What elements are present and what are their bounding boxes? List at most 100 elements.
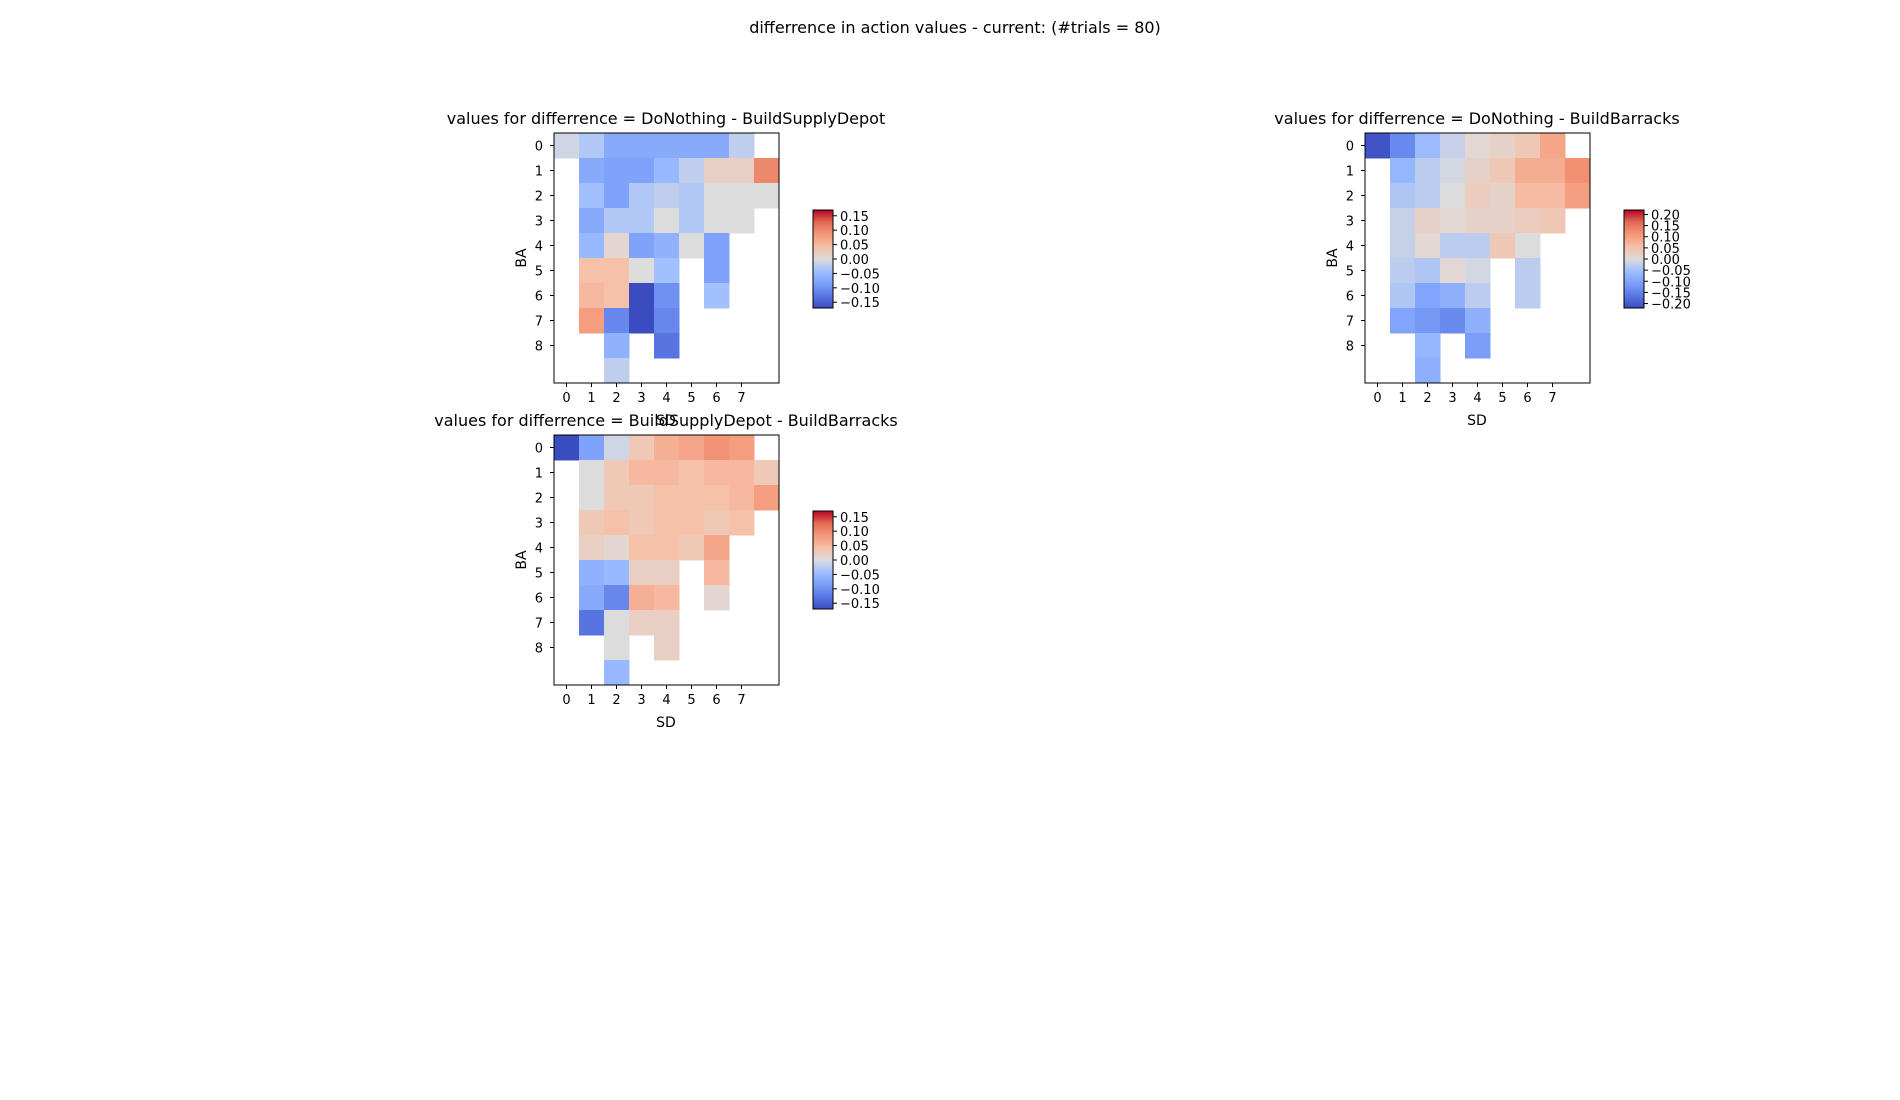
colorbar-tick-label: 0.05 [840,540,869,555]
heatmap-cell [629,133,655,159]
x-axis-label: SD [656,413,676,429]
colorbar-tick-label: −0.05 [1651,264,1691,279]
colorbar-tick-label: 0.15 [1651,220,1680,235]
y-tick-label: 6 [535,290,543,305]
heatmap-cell [704,585,730,611]
heatmap-cell [1415,233,1441,259]
heatmap-cell [1565,158,1591,184]
y-tick-label: 1 [1346,165,1354,180]
heatmap-cell [579,485,605,511]
heatmap-cell [604,485,630,511]
heatmap-cell [729,158,755,184]
heatmap-cell [629,485,655,511]
heatmap-cell [729,183,755,209]
heatmap-cell [604,610,630,636]
heatmap-cell [654,183,680,209]
heatmap-cell [704,283,730,309]
heatmap-cell [629,158,655,184]
x-tick-label: 3 [1448,391,1456,406]
x-tick-label: 4 [662,693,670,708]
heatmap-cell [679,510,705,536]
heatmap-cell [1415,133,1441,159]
x-tick-label: 7 [737,693,745,708]
heatmap-cell [1515,283,1541,309]
heatmap-cell [654,158,680,184]
heatmap-cell [679,535,705,561]
heatmap-cell [629,183,655,209]
heatmap-cell [579,258,605,284]
heatmap-cell [1465,158,1491,184]
heatmap-cell [754,183,780,209]
colorbar-tick-label: −0.15 [840,597,880,612]
x-tick-label: 2 [1423,391,1431,406]
heatmap-cells [554,435,780,686]
y-tick-label: 5 [1346,265,1354,280]
heatmap-cell [729,435,755,461]
colorbar-ticks: 0.200.150.100.050.00−0.05−0.10−0.15−0.20 [1644,208,1691,313]
heatmap-cell [1540,208,1566,234]
x-axis-ticks: 0 1 2 3 4 5 6 7 [562,383,746,406]
heatmap-cell [1415,308,1441,334]
heatmap-cell [654,610,680,636]
y-tick-label: 0 [1346,140,1354,155]
heatmap-cell [754,485,780,511]
heatmap-cell [579,283,605,309]
colorbar: 0.150.100.050.00−0.05−0.10−0.15 [812,209,880,311]
heatmap-cell [654,333,680,359]
heatmap-cell [704,158,730,184]
heatmap-cell [754,460,780,486]
x-tick-label: 4 [662,391,670,406]
heatmap-cell [704,208,730,234]
y-axis-ticks: 0 1 2 3 4 5 6 7 8 [535,140,554,355]
colorbar-tick-label: −0.10 [840,583,880,598]
heatmap-cell [654,585,680,611]
heatmap-cell [1415,333,1441,359]
heatmap-cell [1440,158,1466,184]
x-tick-label: 6 [712,391,720,406]
heatmap-cell [1390,133,1416,159]
heatmap-cell [579,535,605,561]
heatmap-cell [579,435,605,461]
y-tick-label: 4 [1346,240,1354,255]
y-tick-label: 6 [1346,290,1354,305]
heatmap-cell [579,610,605,636]
x-tick-label: 4 [1473,391,1481,406]
y-tick-label: 3 [1346,215,1354,230]
heatmap-cell [1565,183,1591,209]
heatmap-cell [604,333,630,359]
heatmap-cell [629,610,655,636]
heatmap-cell [1465,283,1491,309]
heatmap-cell [1490,133,1516,159]
heatmap-cell [679,208,705,234]
y-tick-label: 5 [535,265,543,280]
heatmap-cell [1415,283,1441,309]
heatmap-cell [1415,258,1441,284]
heatmap-cell [1440,308,1466,334]
heatmap-cell [704,535,730,561]
x-axis-label: SD [656,715,676,731]
colorbar-tick-label: 0.15 [840,511,869,526]
colorbar-tick-label: 0.00 [840,253,869,268]
colorbar-tick-label: 0.10 [840,525,869,540]
colorbar-tick-label: −0.10 [840,282,880,297]
y-tick-label: 8 [535,340,543,355]
heatmap-cell [1390,233,1416,259]
heatmap-cell [704,258,730,284]
x-axis-label: SD [1467,413,1487,429]
heatmap-cell [1415,358,1441,384]
colorbar-gradient [1623,209,1645,309]
heatmap-cell [629,208,655,234]
heatmap-cell [679,133,705,159]
heatmap-cell [579,460,605,486]
heatmap-cell [554,435,580,461]
heatmap-cell [1390,308,1416,334]
x-tick-label: 3 [637,693,645,708]
colorbar-tick-label: −0.20 [1651,298,1691,313]
heatmap-cell [579,133,605,159]
heatmap-cell [1540,158,1566,184]
heatmap-cell [654,510,680,536]
heatmap-cell [1390,208,1416,234]
heatmap-cell [1465,233,1491,259]
heatmap-cell [704,560,730,586]
heatmap-cell [754,158,780,184]
